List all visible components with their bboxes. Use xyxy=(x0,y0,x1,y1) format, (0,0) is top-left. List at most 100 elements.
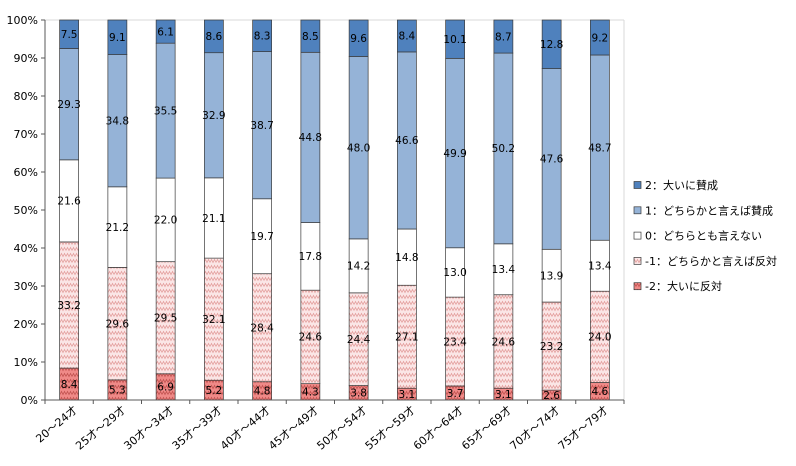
x-tick-label-11: 70才～74才 xyxy=(507,403,563,453)
data-label-c12-s3: 13.4 xyxy=(588,261,612,273)
legend-marker-s1 xyxy=(633,181,642,189)
data-label-c2-s1: 9.1 xyxy=(109,32,126,44)
bar-segment-c6-s1 xyxy=(300,19,321,53)
data-label-c1-s2: 29.3 xyxy=(57,99,80,111)
data-label-c4-s1: 8.6 xyxy=(206,31,223,43)
x-tick-label-5: 40才～44才 xyxy=(217,403,273,453)
legend: 2：大いに賛成 1：どちらかと言えば賛成 0：どちらとも言えない -1：どちらかと言え… xyxy=(633,178,777,293)
bar-segment-c1-s1 xyxy=(59,19,79,49)
y-tick-label-3: 30% xyxy=(14,280,38,293)
x-tick-label-4: 35才～39才 xyxy=(169,403,225,453)
y-tick-label-8: 80% xyxy=(14,90,38,103)
y-tick-label-9: 90% xyxy=(14,52,38,65)
data-label-c8-s3: 14.8 xyxy=(395,252,418,264)
data-label-c8-s5: 3.1 xyxy=(399,389,416,401)
data-label-c7-s4: 24.4 xyxy=(347,334,371,346)
data-label-c9-s3: 13.0 xyxy=(443,267,466,279)
legend-marker-s2 xyxy=(633,206,642,215)
bar-segment-c3-s1 xyxy=(155,19,176,44)
y-tick-label-2: 20% xyxy=(14,318,38,331)
data-label-c6-s4: 24.6 xyxy=(299,332,323,344)
x-tick-label-12: 75才～79才 xyxy=(555,403,611,453)
legend-marker-s5 xyxy=(633,282,642,291)
data-label-c12-s5: 4.6 xyxy=(592,386,609,398)
data-label-c10-s4: 24.6 xyxy=(492,336,516,348)
data-label-c4-s3: 21.1 xyxy=(202,213,225,225)
data-label-c5-s3: 19.7 xyxy=(250,231,273,243)
legend-marker-s3 xyxy=(633,231,642,240)
data-label-c1-s1: 7.5 xyxy=(61,29,78,41)
data-label-c3-s5: 6.9 xyxy=(157,382,174,394)
x-tick-label-1: 20～24才 xyxy=(33,403,80,446)
data-label-c12-s4: 24.0 xyxy=(588,332,611,344)
y-axis-tick-labels: 0% 10% 20% 30% 40% 50% 60% 70% 80% 90% 100% xyxy=(7,14,38,407)
data-label-c8-s4: 27.1 xyxy=(395,332,418,344)
data-label-c11-s2: 47.6 xyxy=(540,154,564,166)
bar-segments xyxy=(59,19,610,401)
y-tick-label-4: 40% xyxy=(14,242,38,255)
legend-label-s5: -2：大いに反対 xyxy=(645,279,722,293)
bar-segment-c10-s1 xyxy=(493,19,514,54)
data-label-c11-s4: 23.2 xyxy=(540,341,563,353)
data-label-c11-s3: 13.9 xyxy=(540,270,563,282)
data-label-c2-s4: 29.6 xyxy=(106,318,130,330)
y-tick-label-1: 10% xyxy=(14,356,38,369)
data-label-c7-s3: 14.2 xyxy=(347,261,370,273)
x-tick-label-8: 55才～59才 xyxy=(362,403,418,453)
data-label-c1-s5: 8.4 xyxy=(61,379,78,391)
bar-segment-c4-s1 xyxy=(204,19,224,54)
data-label-c9-s2: 49.9 xyxy=(443,148,466,160)
bar-segment-c5-s1 xyxy=(252,19,272,52)
data-label-c3-s2: 35.5 xyxy=(154,105,177,117)
x-tick-label-7: 50才～54才 xyxy=(314,403,370,453)
legend-item-s3: 0：どちらとも言えない xyxy=(633,230,762,243)
data-label-c7-s2: 48.0 xyxy=(347,142,370,154)
x-tick-label-3: 30才～34才 xyxy=(121,403,177,453)
y-tick-label-7: 70% xyxy=(14,128,38,141)
data-label-c6-s1: 8.5 xyxy=(302,31,319,43)
y-tick-label-5: 50% xyxy=(14,204,38,217)
bar-segment-c9-s1 xyxy=(445,19,465,59)
data-label-c3-s3: 22.0 xyxy=(154,215,177,227)
data-label-c12-s1: 9.2 xyxy=(592,32,609,44)
data-label-c11-s5: 2.6 xyxy=(543,390,560,402)
data-label-c4-s2: 32.9 xyxy=(202,110,225,122)
data-label-c9-s1: 10.1 xyxy=(443,34,466,46)
y-tick-label-0: 0% xyxy=(21,394,38,407)
data-label-c1-s4: 33.2 xyxy=(57,300,80,312)
data-label-c2-s3: 21.2 xyxy=(106,222,129,234)
legend-item-s2: 1：どちらかと言えば賛成 xyxy=(633,203,773,217)
bar-segment-c2-s1 xyxy=(107,19,128,55)
data-label-c3-s4: 29.5 xyxy=(154,313,177,325)
data-label-c6-s2: 44.8 xyxy=(299,132,322,144)
legend-marker-s4 xyxy=(633,257,642,265)
legend-label-s4: -1：どちらかと言えば反対 xyxy=(645,254,777,268)
data-labels: 8.4 33.2 21.6 29.3 7.5 5.3 29.6 21.2 34.8 9.1 6.9 2… xyxy=(57,26,611,401)
data-label-c7-s1: 9.6 xyxy=(350,33,367,45)
data-label-c4-s4: 32.1 xyxy=(202,314,225,326)
data-label-c10-s2: 50.2 xyxy=(492,143,515,155)
data-label-c3-s1: 6.1 xyxy=(157,26,174,38)
data-label-c4-s5: 5.2 xyxy=(206,385,223,397)
data-label-c12-s2: 48.7 xyxy=(588,142,611,154)
legend-label-s3: 0：どちらとも言えない xyxy=(645,230,762,243)
x-axis-tick-labels: 20～24才25才～29才30才～34才35才～39才40才～44才45才～49… xyxy=(33,403,611,453)
legend-item-s4: -1：どちらかと言えば反対 xyxy=(633,254,777,268)
data-label-c9-s5: 3.7 xyxy=(447,388,464,400)
data-label-c8-s2: 46.6 xyxy=(395,135,419,147)
data-label-c8-s1: 8.4 xyxy=(399,31,416,43)
legend-item-s1: 2：大いに賛成 xyxy=(633,178,718,192)
data-label-c6-s3: 17.8 xyxy=(299,251,322,263)
x-tick-label-9: 60才～64才 xyxy=(410,403,466,453)
legend-label-s2: 1：どちらかと言えば賛成 xyxy=(645,203,773,217)
data-label-c9-s4: 23.4 xyxy=(443,336,467,348)
bar-segment-c11-s1 xyxy=(541,19,562,69)
legend-item-s5: -2：大いに反対 xyxy=(633,279,722,293)
data-label-c2-s5: 5.3 xyxy=(109,385,126,397)
data-label-c1-s3: 21.6 xyxy=(57,196,81,208)
data-label-c5-s1: 8.3 xyxy=(254,31,271,43)
data-label-c5-s4: 28.4 xyxy=(250,323,274,335)
legend-label-s1: 2：大いに賛成 xyxy=(645,178,718,192)
data-label-c10-s3: 13.4 xyxy=(492,264,516,276)
